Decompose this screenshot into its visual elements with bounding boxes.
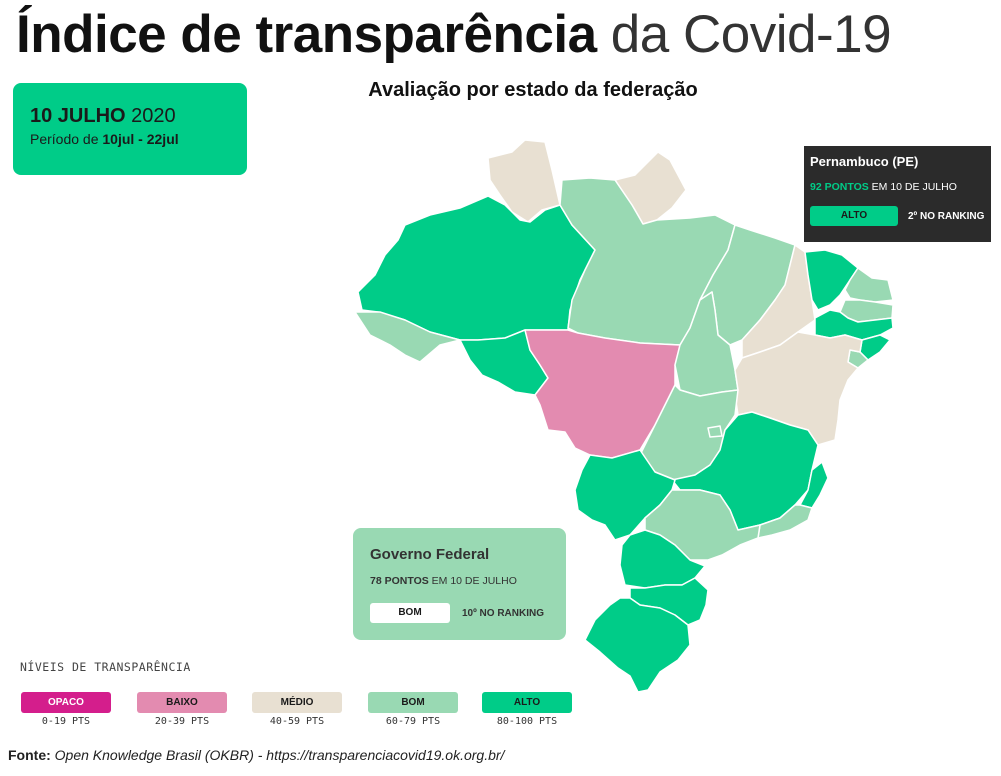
legend-swatch-bom: BOM xyxy=(368,692,458,713)
period-label: Período de xyxy=(30,131,99,147)
period-line: Período de 10jul - 22jul xyxy=(30,129,247,149)
federal-points: 78 PONTOS xyxy=(370,575,429,587)
period-range: 10jul - 22jul xyxy=(102,131,179,147)
tooltip-date: EM 10 DE JULHO xyxy=(871,181,957,193)
legend-title: NÍVEIS DE TRANSPARÊNCIA xyxy=(20,660,191,674)
tooltip-points: 92 PONTOS xyxy=(810,181,869,193)
federal-points-line: 78 PONTOS EM 10 DE JULHO xyxy=(370,574,566,588)
federal-name: Governo Federal xyxy=(370,546,490,563)
legend-range-alto: 80-100 PTS xyxy=(496,716,558,727)
state-ES[interactable] xyxy=(799,461,829,509)
state-AC[interactable] xyxy=(354,311,461,363)
legend-range-opaco: 0-19 PTS xyxy=(41,716,91,727)
state-tooltip: Pernambuco (PE) 92 PONTOS EM 10 DE JULHO… xyxy=(804,146,991,242)
legend-item-bom: BOM 60-79 PTS xyxy=(368,692,458,727)
state-SP[interactable] xyxy=(644,489,761,561)
legend-swatch-alto: ALTO xyxy=(482,692,572,713)
legend-range-bom: 60-79 PTS xyxy=(385,716,441,727)
title-bold: Índice de transparência xyxy=(16,5,597,64)
federal-row: BOM 10º NO RANKING xyxy=(370,603,566,623)
legend-range-medio: 40-59 PTS xyxy=(269,716,325,727)
federal-date: EM 10 DE JULHO xyxy=(431,575,517,587)
title-light: da Covid-19 xyxy=(610,5,892,64)
date-year: 2020 xyxy=(131,105,176,127)
legend-item-alto: ALTO 80-100 PTS xyxy=(482,692,572,727)
legend-item-opaco: OPACO 0-19 PTS xyxy=(21,692,111,727)
tooltip-row: ALTO 2º NO RANKING xyxy=(810,206,985,226)
tooltip-ranking: 2º NO RANKING xyxy=(908,210,985,222)
subtitle-text: Avaliação por estado da federação xyxy=(368,79,698,101)
page-subtitle: Avaliação por estado da federação xyxy=(0,79,1001,102)
legend-range-baixo: 20-39 PTS xyxy=(154,716,210,727)
date-day-month: 10 JULHO xyxy=(30,105,126,127)
state-DF[interactable] xyxy=(707,425,723,438)
legend-swatch-medio: MÉDIO xyxy=(252,692,342,713)
date-box: 10 JULHO 2020 Período de 10jul - 22jul xyxy=(13,83,247,175)
tooltip-state-name: Pernambuco (PE) xyxy=(810,154,919,169)
tooltip-points-line: 92 PONTOS EM 10 DE JULHO xyxy=(810,180,985,194)
legend-swatch-opaco: OPACO xyxy=(21,692,111,713)
page-title: Índice de transparência da Covid-19 xyxy=(16,2,1001,68)
source-text: Open Knowledge Brasil (OKBR) - https://t… xyxy=(54,747,505,763)
source-note: Fonte: Open Knowledge Brasil (OKBR) - ht… xyxy=(8,747,504,763)
legend-item-baixo: BAIXO 20-39 PTS xyxy=(137,692,227,727)
source-label: Fonte: xyxy=(8,747,51,763)
federal-government-box: Governo Federal 78 PONTOS EM 10 DE JULHO… xyxy=(353,528,566,640)
federal-ranking: 10º NO RANKING xyxy=(462,607,544,619)
state-CE[interactable] xyxy=(804,249,859,311)
legend-item-medio: MÉDIO 40-59 PTS xyxy=(252,692,342,727)
legend-swatch-baixo: BAIXO xyxy=(137,692,227,713)
state-RS[interactable] xyxy=(584,597,691,693)
tooltip-level-badge: ALTO xyxy=(810,206,898,226)
state-MS[interactable] xyxy=(574,449,676,541)
federal-level-badge: BOM xyxy=(370,603,450,623)
date-line: 10 JULHO 2020 xyxy=(30,103,247,129)
